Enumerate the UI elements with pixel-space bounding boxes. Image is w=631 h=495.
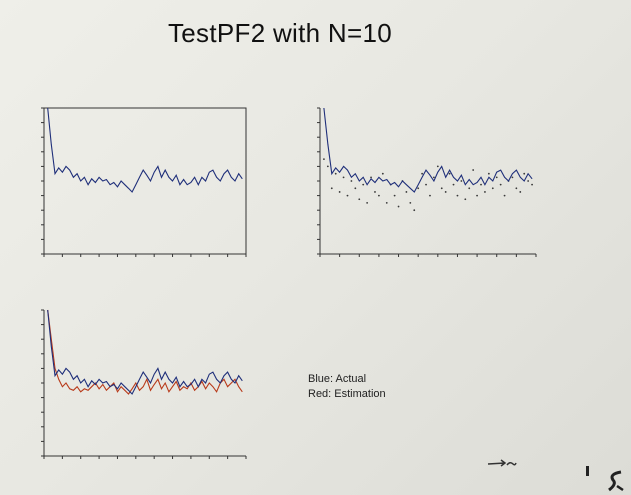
particle-point	[350, 180, 353, 182]
particle-point	[499, 183, 502, 186]
particle-point	[397, 205, 400, 208]
estimation-series-line	[47, 309, 243, 395]
particle-point	[413, 209, 416, 212]
particle-point	[393, 194, 396, 197]
legend-estimation: Red: Estimation	[308, 388, 386, 400]
plot-top-left-svg	[41, 107, 247, 257]
particle-point	[366, 202, 369, 204]
particle-point	[323, 158, 325, 160]
particle-point	[381, 172, 384, 175]
particle-point	[440, 187, 443, 190]
particle-point	[370, 176, 372, 179]
legend: Blue: Actual Red: Estimation	[308, 372, 386, 402]
particle-point	[354, 187, 357, 190]
particle-point	[480, 183, 482, 186]
particle-point	[326, 165, 329, 168]
particle-point	[527, 180, 530, 182]
actual-series-line	[47, 309, 243, 395]
particle-point	[334, 172, 337, 175]
plot-bottom-left	[30, 304, 252, 464]
particle-point	[425, 183, 427, 186]
particle-point	[362, 183, 365, 186]
plot-top-left	[30, 102, 252, 262]
particle-point	[444, 191, 447, 193]
particle-point	[417, 187, 420, 190]
plot-top-right-svg	[317, 107, 537, 257]
particle-point	[432, 176, 435, 179]
particle-point	[378, 194, 380, 197]
actual-series-line	[47, 107, 243, 193]
particle-point	[515, 187, 518, 190]
particle-point	[346, 194, 349, 197]
particle-point	[421, 172, 424, 175]
particle-point	[531, 183, 533, 186]
particle-point	[487, 172, 490, 175]
particle-point	[484, 191, 486, 193]
actual-series-line	[323, 107, 533, 193]
tick-mark	[586, 466, 589, 476]
particle-point	[429, 194, 431, 197]
particle-point	[385, 202, 388, 204]
particle-point	[468, 187, 471, 190]
slide-title: TestPF2 with N=10	[167, 18, 393, 48]
particle-point	[503, 194, 506, 197]
particle-point	[511, 176, 514, 179]
particle-point	[436, 165, 439, 168]
plot-bottom-left-svg	[41, 309, 247, 459]
particle-point	[519, 191, 522, 193]
particle-point	[374, 191, 376, 193]
particle-point	[464, 198, 467, 201]
particle-point	[342, 176, 345, 179]
particle-point	[338, 191, 341, 193]
particle-point	[448, 172, 451, 175]
particle-point	[491, 187, 494, 190]
particle-point	[330, 187, 333, 190]
particle-point	[456, 194, 459, 197]
particle-point	[460, 180, 463, 182]
particle-point	[358, 198, 361, 201]
pen-arrow-mark	[487, 459, 517, 467]
plot-top-right	[306, 102, 542, 262]
particle-point	[409, 202, 412, 204]
particle-point	[452, 183, 455, 186]
particle-point	[472, 169, 475, 171]
particle-point	[495, 176, 498, 179]
plot-frame	[43, 107, 247, 255]
legend-actual: Blue: Actual	[308, 373, 367, 385]
particle-point	[476, 194, 478, 197]
particle-point	[523, 172, 526, 175]
particle-point	[405, 191, 408, 193]
pointer-icon	[608, 470, 624, 492]
